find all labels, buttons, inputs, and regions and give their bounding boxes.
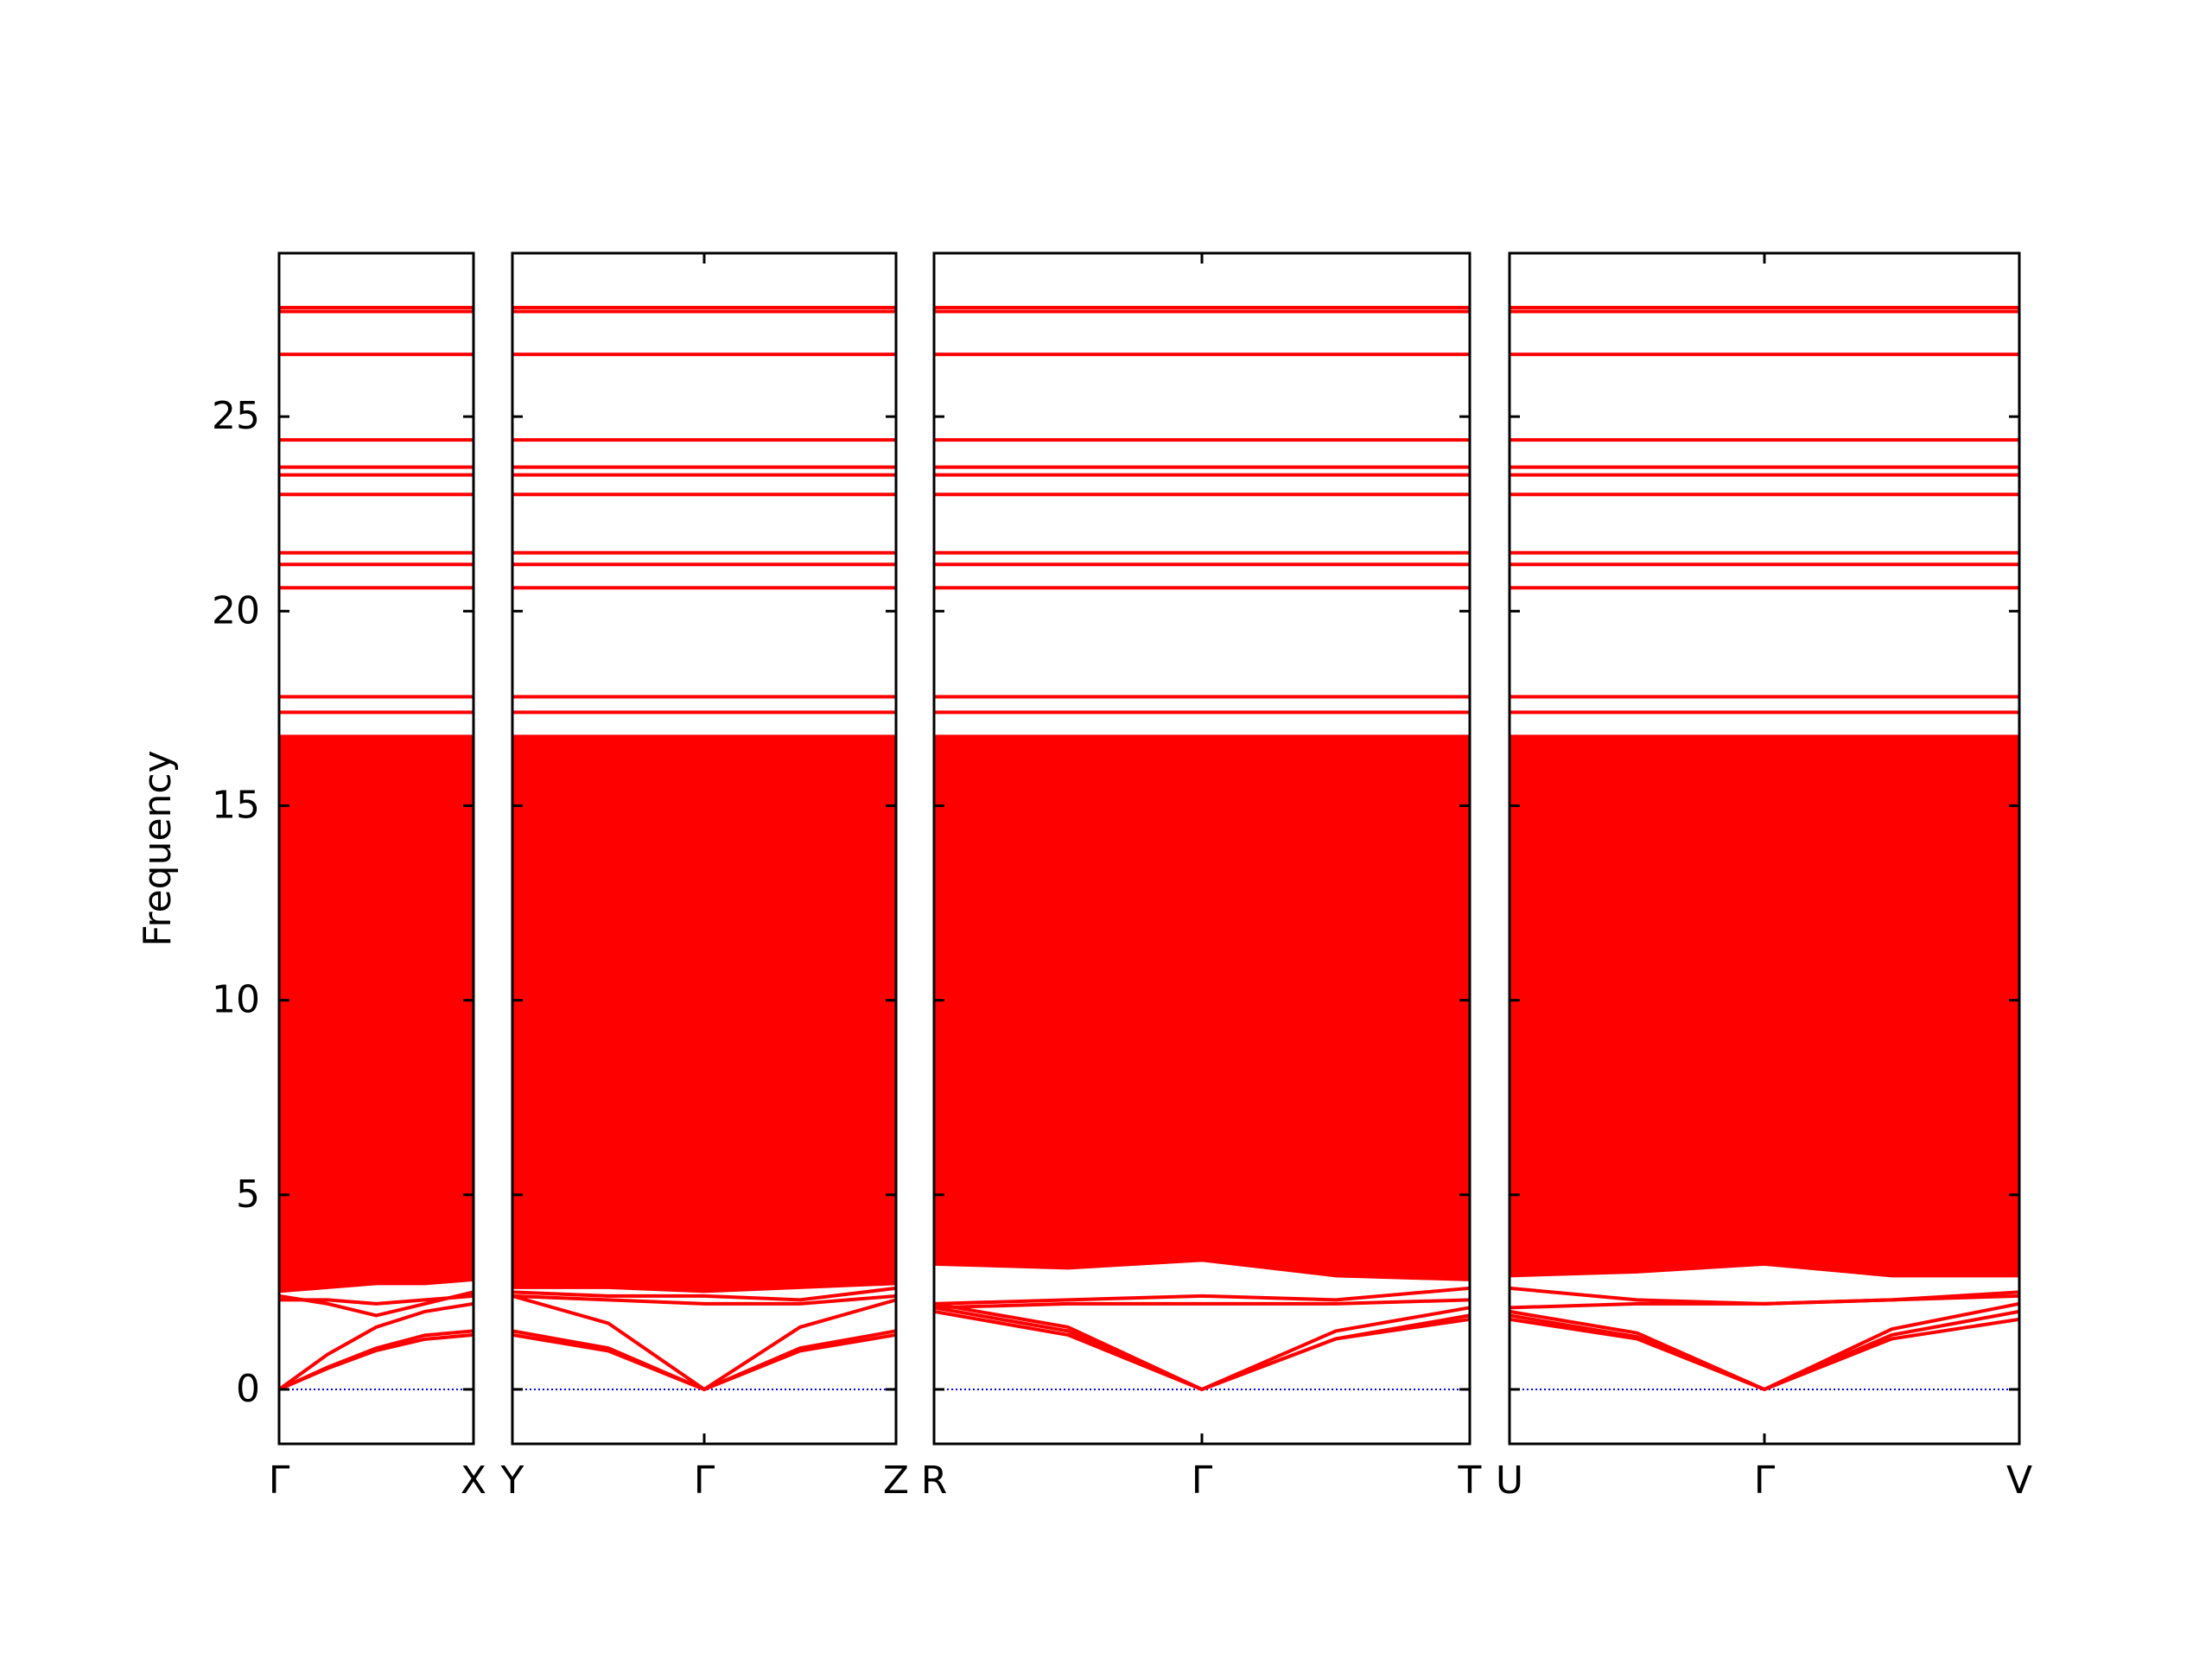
y-tick-label: 10 [212,978,260,1022]
x-tick-label: Z [883,1459,909,1503]
band [279,1332,474,1391]
band-continuum [934,734,1470,1281]
band [1510,1294,2019,1310]
band [1510,1301,2019,1392]
band [934,1301,1470,1392]
band [512,1332,896,1392]
band-continuum [1510,734,2019,1278]
band [279,1294,474,1306]
y-tick-label: 15 [212,783,260,827]
x-tick-label: Γ [1192,1459,1213,1503]
band [934,1286,1470,1306]
band [279,1301,474,1391]
y-tick-label: 20 [212,588,260,632]
x-tick-label: T [1458,1459,1482,1503]
band [279,1329,474,1391]
band [512,1294,896,1392]
x-tick-label: Γ [269,1459,290,1503]
x-tick-label: Γ [1754,1459,1776,1503]
y-axis-label: Frequency [136,750,180,946]
y-tick-label: 25 [212,394,260,438]
band [512,1329,896,1392]
band-continuum [279,734,474,1294]
band-continuum [512,734,896,1294]
band [512,1294,896,1306]
y-tick-label: 5 [236,1173,260,1217]
band [934,1298,1470,1310]
x-tick-label: Γ [694,1459,715,1503]
x-tick-label: Y [500,1459,524,1503]
x-tick-label: R [921,1459,948,1503]
x-tick-label: X [461,1459,486,1503]
panel-frame [277,251,475,1446]
band [1510,1286,2019,1306]
x-tick-label: U [1496,1459,1523,1503]
band [512,1286,896,1302]
y-tick-label: 0 [236,1367,260,1411]
x-tick-label: V [2006,1459,2032,1503]
